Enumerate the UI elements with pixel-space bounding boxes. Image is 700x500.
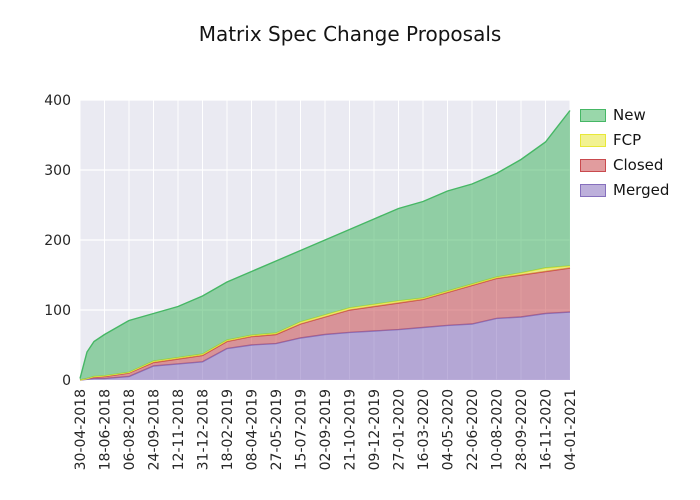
- svg-text:100: 100: [44, 303, 71, 319]
- svg-text:30-04-2018: 30-04-2018: [73, 389, 89, 470]
- svg-text:400: 400: [44, 93, 71, 109]
- legend-item-fcp: FCP: [580, 133, 669, 148]
- svg-text:10-08-2020: 10-08-2020: [490, 389, 506, 470]
- svg-text:09-12-2019: 09-12-2019: [367, 389, 383, 470]
- svg-text:04-01-2021: 04-01-2021: [563, 389, 579, 470]
- svg-text:02-09-2019: 02-09-2019: [318, 389, 334, 470]
- svg-text:200: 200: [44, 233, 71, 249]
- legend-label-merged: Merged: [613, 181, 670, 199]
- svg-text:24-09-2018: 24-09-2018: [147, 389, 163, 470]
- svg-text:18-02-2019: 18-02-2019: [220, 389, 236, 470]
- legend-swatch-fcp-icon: [580, 134, 606, 147]
- legend-item-closed: Closed: [580, 158, 669, 173]
- legend-swatch-merged-icon: [580, 184, 606, 197]
- svg-text:06-08-2018: 06-08-2018: [122, 389, 138, 470]
- svg-text:22-06-2020: 22-06-2020: [465, 389, 481, 470]
- svg-text:0: 0: [62, 373, 71, 389]
- svg-text:28-09-2020: 28-09-2020: [514, 389, 530, 470]
- svg-text:12-11-2018: 12-11-2018: [171, 389, 187, 470]
- legend-label-fcp: FCP: [613, 131, 642, 149]
- legend-item-merged: Merged: [580, 183, 669, 198]
- chart-title: Matrix Spec Change Proposals: [198, 22, 502, 46]
- svg-text:04-05-2020: 04-05-2020: [441, 389, 457, 470]
- svg-text:16-11-2020: 16-11-2020: [539, 389, 555, 470]
- legend-swatch-closed-icon: [580, 159, 606, 172]
- svg-text:15-07-2019: 15-07-2019: [294, 389, 310, 470]
- chart-legend: New FCP Closed Merged: [580, 108, 669, 198]
- legend-item-new: New: [580, 108, 669, 123]
- legend-label-closed: Closed: [613, 156, 664, 174]
- svg-text:27-01-2020: 27-01-2020: [392, 389, 408, 470]
- svg-text:16-03-2020: 16-03-2020: [416, 389, 432, 470]
- svg-text:300: 300: [44, 163, 71, 179]
- legend-swatch-new-icon: [580, 109, 606, 122]
- svg-text:21-10-2019: 21-10-2019: [343, 389, 359, 470]
- svg-text:27-05-2019: 27-05-2019: [269, 389, 285, 470]
- svg-text:18-06-2018: 18-06-2018: [98, 389, 114, 470]
- svg-text:31-12-2018: 31-12-2018: [196, 389, 212, 470]
- svg-text:08-04-2019: 08-04-2019: [245, 389, 261, 470]
- legend-label-new: New: [613, 106, 646, 124]
